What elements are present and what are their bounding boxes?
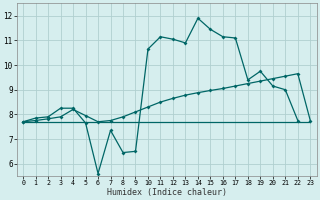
X-axis label: Humidex (Indice chaleur): Humidex (Indice chaleur)	[107, 188, 227, 197]
